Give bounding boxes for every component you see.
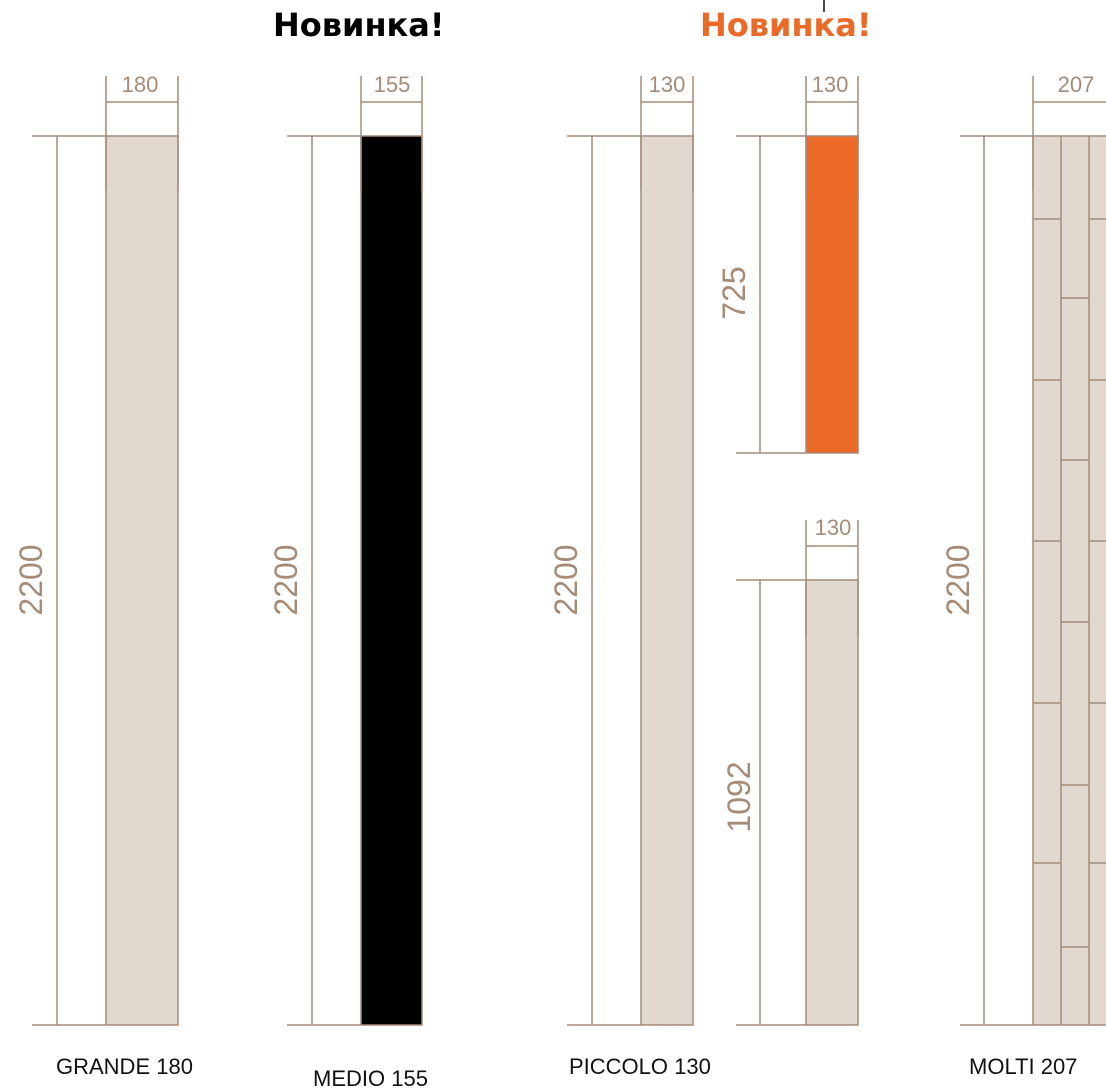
molti-brick-joints xyxy=(1033,218,1106,948)
panel-grande: 180 2200 xyxy=(13,72,179,1026)
medio-width-label: 155 xyxy=(374,72,411,97)
small-top-height-label: 725 xyxy=(716,266,752,319)
small-top-width-label: 130 xyxy=(812,72,849,97)
molti-width-label: 207 xyxy=(1058,72,1095,97)
caption-medio: MEDIO 155 xyxy=(313,1066,428,1091)
grande-height-label: 2200 xyxy=(13,544,49,615)
panel-medio-fill xyxy=(360,135,423,1026)
panel-piccolo: 130 2200 xyxy=(548,72,694,1026)
medio-height-label: 2200 xyxy=(268,544,304,615)
panel-grande-fill xyxy=(105,135,179,1026)
grande-width-label: 180 xyxy=(122,72,159,97)
caption-molti: MOLTI 207 xyxy=(969,1054,1078,1079)
piccolo-height-label: 2200 xyxy=(548,544,584,615)
panel-small-top-fill xyxy=(805,135,859,454)
panel-piccolo-fill xyxy=(640,135,694,1026)
panel-small-bottom: 130 1092 xyxy=(721,515,859,1026)
small-bottom-width-label: 130 xyxy=(815,515,852,540)
molti-height-label: 2200 xyxy=(940,544,976,615)
panel-medio: 155 2200 xyxy=(268,72,423,1026)
panel-molti: 207 2200 xyxy=(940,72,1106,1026)
caption-piccolo: PICCOLO 130 xyxy=(569,1054,711,1079)
caption-grande: GRANDE 180 xyxy=(56,1054,193,1079)
new-badge-orange: Новинка! xyxy=(700,6,872,44)
small-bottom-height-label: 1092 xyxy=(721,761,757,832)
panel-small-top: 130 725 xyxy=(716,0,859,454)
panel-small-bottom-fill xyxy=(805,579,859,1026)
panel-molti-fill xyxy=(1032,135,1106,1026)
piccolo-width-label: 130 xyxy=(649,72,686,97)
new-badge-black: Новинка! xyxy=(273,6,445,44)
